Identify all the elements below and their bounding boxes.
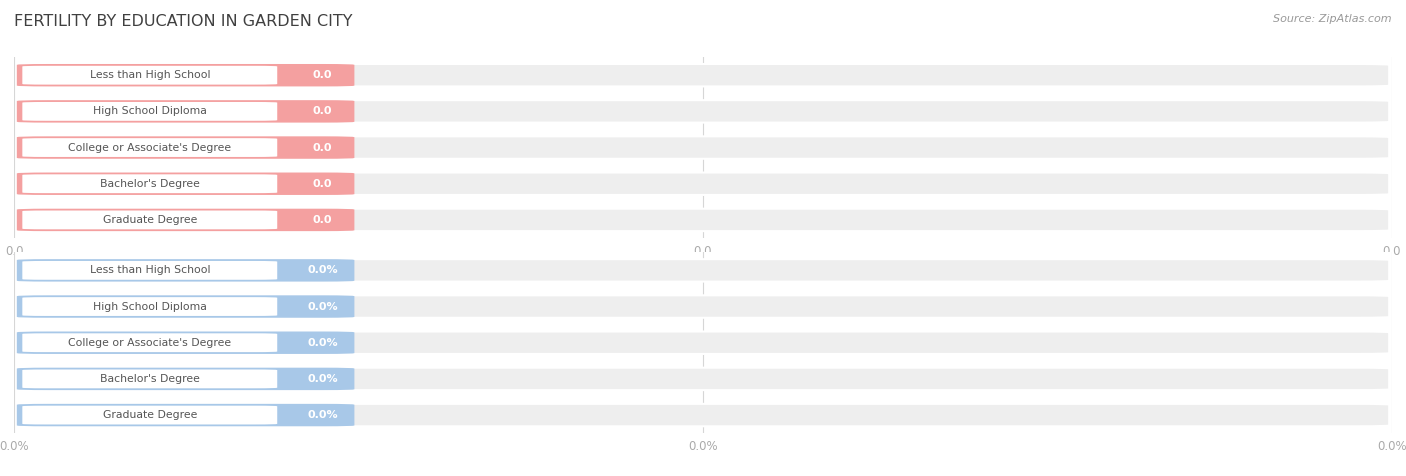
FancyBboxPatch shape — [17, 172, 1389, 195]
FancyBboxPatch shape — [17, 295, 354, 318]
Text: 0.0: 0.0 — [693, 245, 713, 258]
FancyBboxPatch shape — [17, 259, 1389, 282]
FancyBboxPatch shape — [22, 210, 277, 229]
FancyBboxPatch shape — [17, 259, 354, 282]
Text: College or Associate's Degree: College or Associate's Degree — [69, 337, 232, 348]
FancyBboxPatch shape — [17, 331, 1389, 354]
FancyBboxPatch shape — [22, 406, 277, 425]
Text: 0.0%: 0.0% — [308, 265, 337, 276]
FancyBboxPatch shape — [17, 136, 1389, 159]
Text: 0.0%: 0.0% — [308, 374, 337, 384]
Text: 0.0%: 0.0% — [0, 440, 30, 453]
Text: High School Diploma: High School Diploma — [93, 106, 207, 117]
FancyBboxPatch shape — [17, 295, 1389, 318]
Text: 0.0: 0.0 — [314, 106, 332, 117]
FancyBboxPatch shape — [22, 138, 277, 157]
FancyBboxPatch shape — [17, 100, 354, 123]
Text: 0.0: 0.0 — [314, 70, 332, 80]
Text: College or Associate's Degree: College or Associate's Degree — [69, 142, 232, 153]
Text: 0.0%: 0.0% — [1376, 440, 1406, 453]
FancyBboxPatch shape — [17, 367, 354, 390]
Text: 0.0: 0.0 — [4, 245, 24, 258]
Text: 0.0%: 0.0% — [308, 337, 337, 348]
Text: 0.0: 0.0 — [314, 215, 332, 225]
FancyBboxPatch shape — [17, 136, 354, 159]
FancyBboxPatch shape — [22, 369, 277, 388]
FancyBboxPatch shape — [22, 102, 277, 121]
FancyBboxPatch shape — [17, 208, 1389, 231]
FancyBboxPatch shape — [17, 172, 354, 195]
Text: FERTILITY BY EDUCATION IN GARDEN CITY: FERTILITY BY EDUCATION IN GARDEN CITY — [14, 14, 353, 30]
Text: 0.0: 0.0 — [1382, 245, 1402, 258]
Text: 0.0: 0.0 — [314, 142, 332, 153]
FancyBboxPatch shape — [22, 174, 277, 193]
Text: 0.0%: 0.0% — [308, 410, 337, 420]
Text: 0.0%: 0.0% — [688, 440, 718, 453]
FancyBboxPatch shape — [22, 66, 277, 85]
Text: Less than High School: Less than High School — [90, 265, 209, 276]
Text: Bachelor's Degree: Bachelor's Degree — [100, 178, 200, 189]
FancyBboxPatch shape — [17, 100, 1389, 123]
FancyBboxPatch shape — [22, 333, 277, 352]
FancyBboxPatch shape — [17, 367, 1389, 390]
FancyBboxPatch shape — [22, 261, 277, 280]
FancyBboxPatch shape — [17, 404, 354, 426]
Text: 0.0%: 0.0% — [308, 301, 337, 312]
FancyBboxPatch shape — [17, 331, 354, 354]
FancyBboxPatch shape — [17, 64, 354, 87]
Text: Graduate Degree: Graduate Degree — [103, 215, 197, 225]
FancyBboxPatch shape — [17, 208, 354, 231]
Text: High School Diploma: High School Diploma — [93, 301, 207, 312]
Text: 0.0: 0.0 — [314, 178, 332, 189]
FancyBboxPatch shape — [22, 297, 277, 316]
FancyBboxPatch shape — [17, 64, 1389, 87]
Text: Bachelor's Degree: Bachelor's Degree — [100, 374, 200, 384]
Text: Less than High School: Less than High School — [90, 70, 209, 80]
Text: Graduate Degree: Graduate Degree — [103, 410, 197, 420]
FancyBboxPatch shape — [17, 404, 1389, 426]
Text: Source: ZipAtlas.com: Source: ZipAtlas.com — [1274, 14, 1392, 24]
